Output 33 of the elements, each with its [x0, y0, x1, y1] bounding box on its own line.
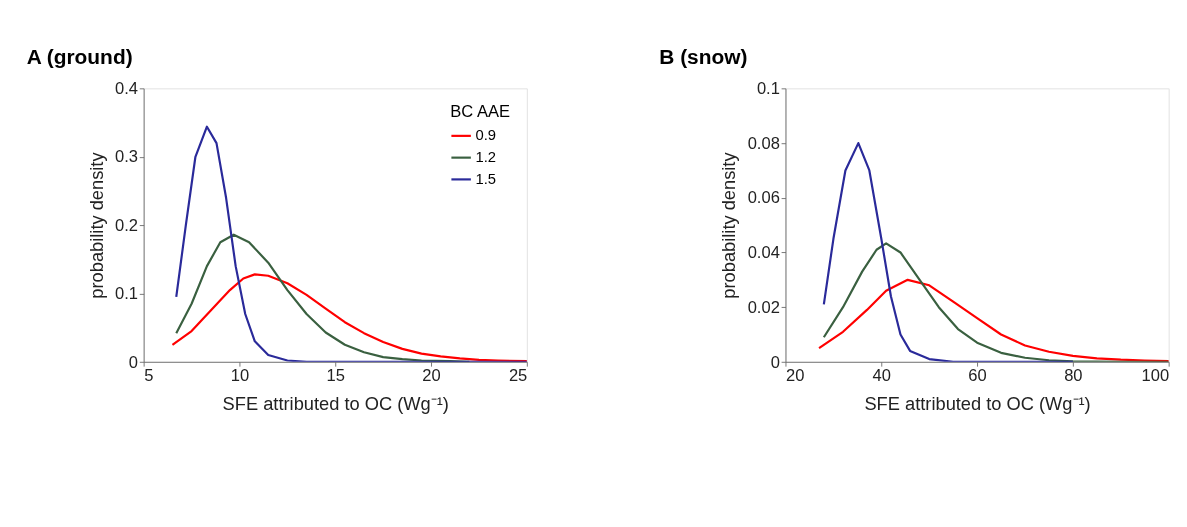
- y-tick-label: 0.06: [747, 188, 780, 208]
- y-axis-title: probability density: [85, 151, 107, 299]
- x-tick-label: 20: [422, 366, 441, 386]
- x-tick-label: 10: [230, 366, 250, 386]
- y-tick-label: 0.1: [115, 284, 139, 304]
- line-series: [817, 278, 1169, 362]
- y-tick-label: 0.4: [115, 79, 139, 99]
- y-tick-label: 0: [128, 352, 139, 372]
- x-tick-label: 100: [1141, 366, 1170, 386]
- y-tick-label: 0.1: [756, 79, 780, 99]
- x-tick-label: 5: [144, 366, 154, 386]
- x-axis-title: SFE attributed to OC (Wg⁻¹): [864, 393, 1091, 415]
- chart-title: B (snow): [659, 45, 748, 69]
- legend-label: 0.9: [475, 127, 497, 144]
- y-tick-label: 0.2: [115, 215, 139, 235]
- y-tick-label: 0.08: [747, 133, 780, 153]
- legend-title: BC AAE: [450, 102, 510, 122]
- y-tick-label: 0.04: [747, 243, 780, 263]
- y-tick-label: 0: [770, 352, 780, 372]
- y-tick-label: 0.02: [747, 297, 780, 317]
- x-axis-title: SFE attributed to OC (Wg⁻¹): [222, 393, 449, 415]
- legend-label: 1.5: [475, 170, 497, 187]
- x-tick-label: 80: [1064, 366, 1083, 386]
- x-tick-label: 20: [785, 366, 805, 386]
- y-tick-label: 0.3: [115, 147, 139, 167]
- chart-title: A (ground): [26, 45, 133, 69]
- x-tick-label: 25: [508, 366, 528, 386]
- legend-label: 1.2: [475, 148, 497, 165]
- x-tick-label: 40: [872, 366, 891, 386]
- y-axis-title: probability density: [718, 151, 740, 299]
- line-series: [171, 273, 527, 362]
- x-tick-label: 15: [326, 366, 345, 386]
- x-tick-label: 60: [968, 366, 987, 386]
